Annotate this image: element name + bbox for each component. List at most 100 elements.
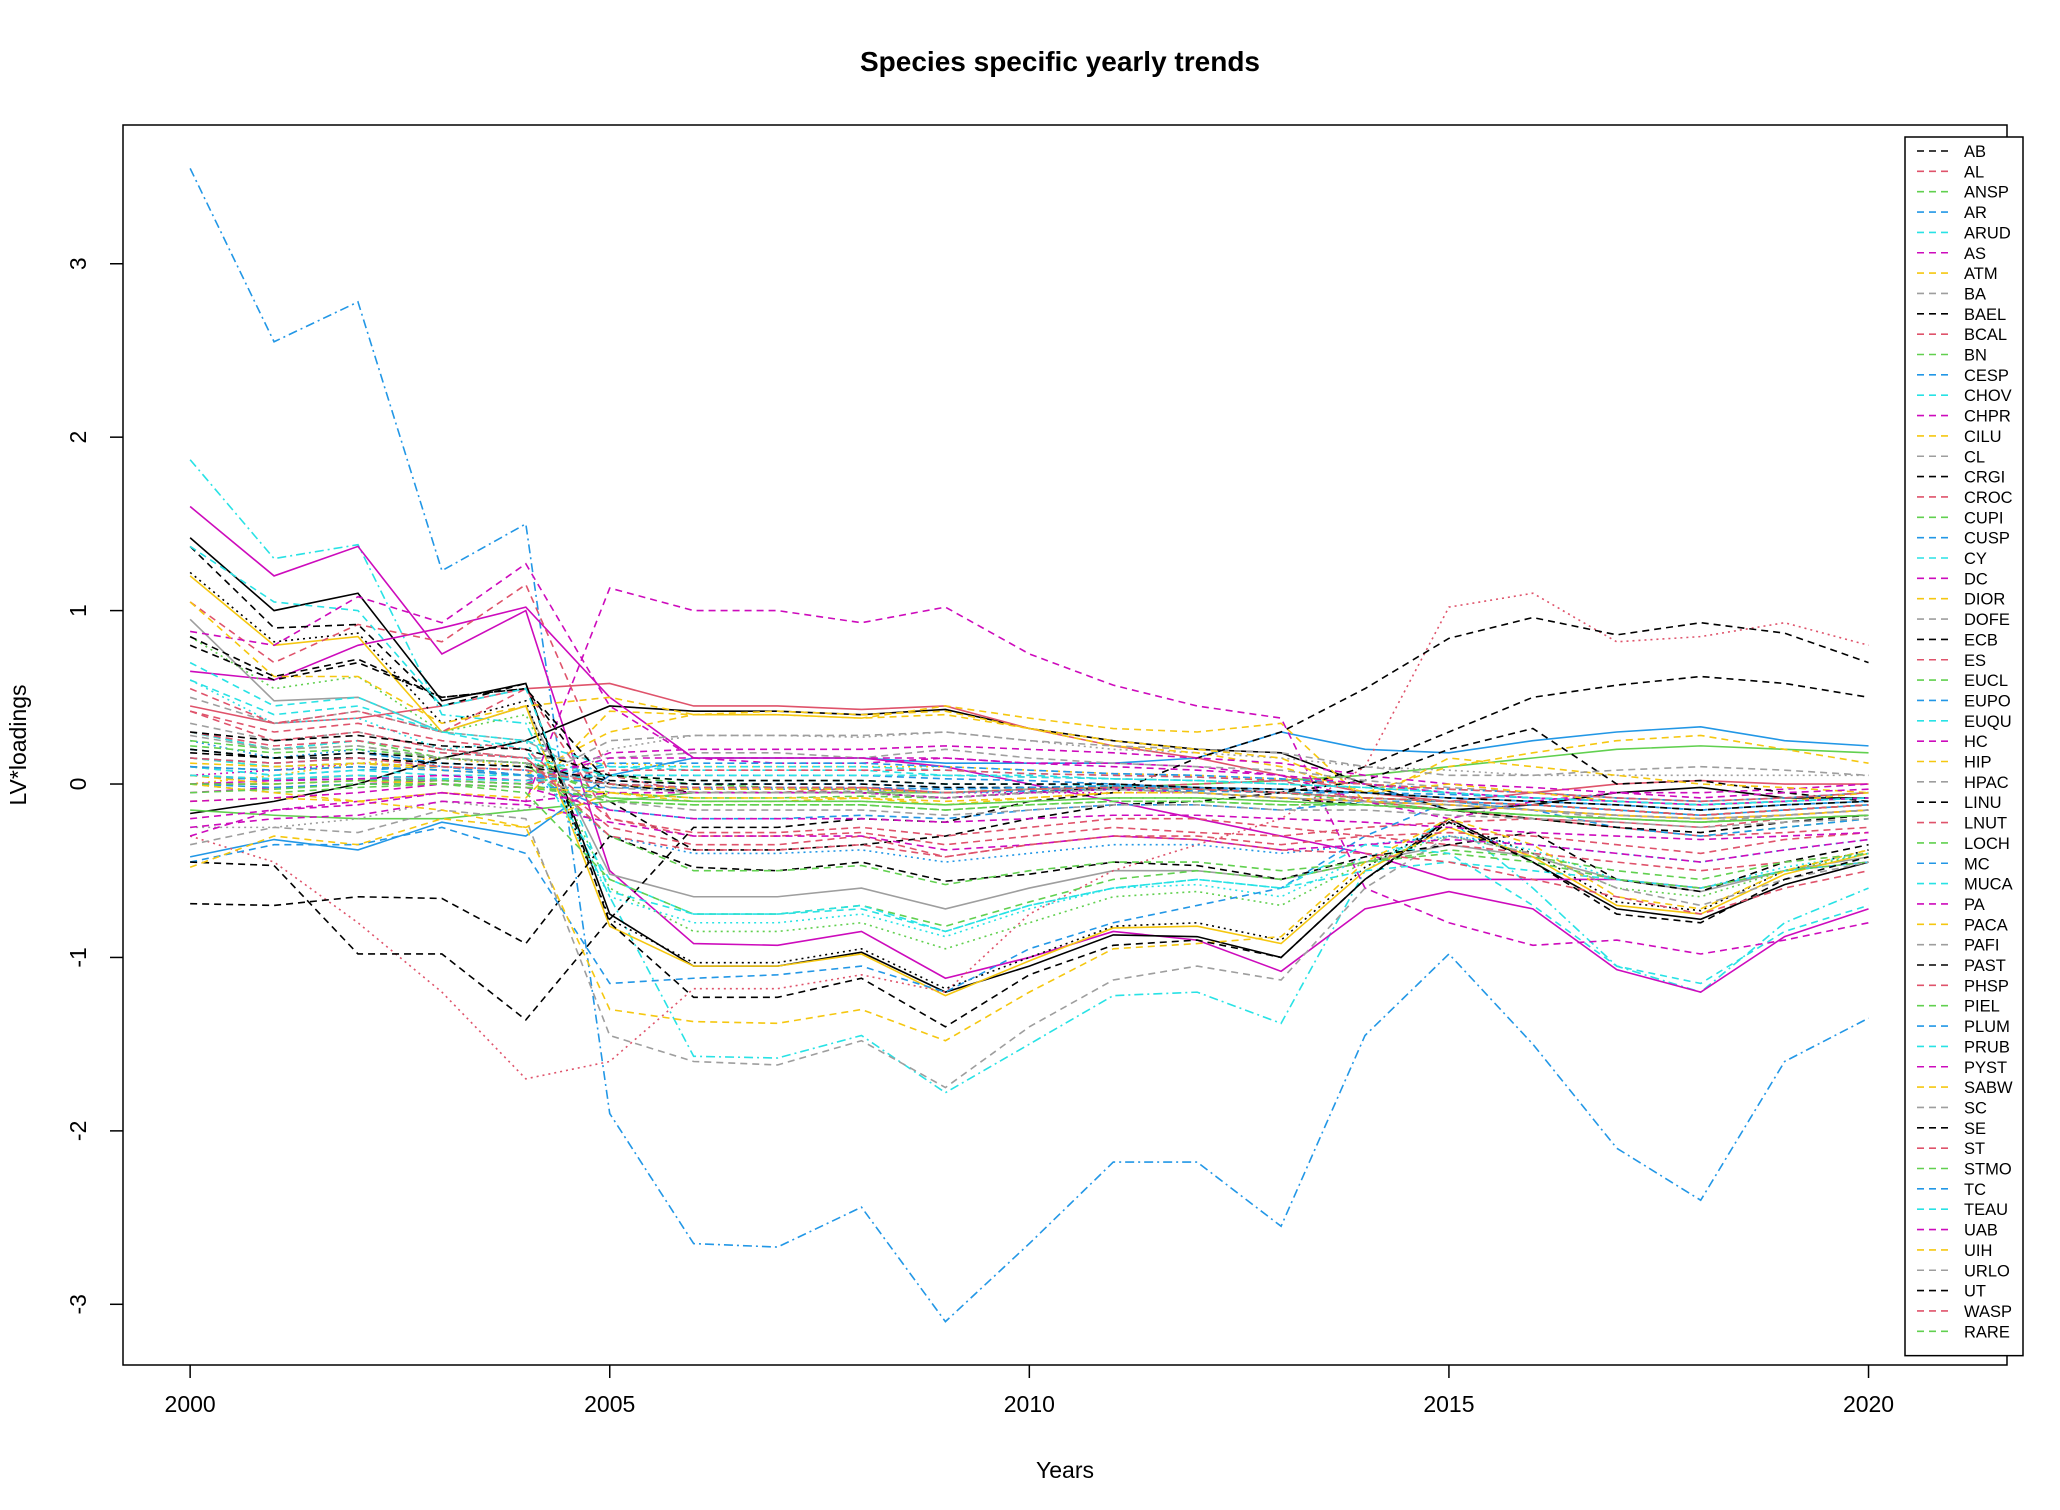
extra-series-line-2 <box>189 505 1869 993</box>
legend-label-plum: PLUM <box>1964 1018 2010 1036</box>
legend-label-hip: HIP <box>1964 754 1992 772</box>
legend-label-dior: DIOR <box>1964 591 2005 609</box>
legend-label-pyst: PYST <box>1964 1059 2007 1077</box>
x-axis-label: Years <box>1036 1457 1094 1483</box>
series-line-urlo <box>190 734 1869 820</box>
legend-label-al: AL <box>1964 163 1984 181</box>
legend-label-hc: HC <box>1964 733 1988 751</box>
extra-series-line-3 <box>189 537 1869 993</box>
series-line-prub <box>189 545 1869 985</box>
legend-label-bael: BAEL <box>1964 306 2006 324</box>
legend-label-chpr: CHPR <box>1964 408 2011 426</box>
y-tick-label-3: 3 <box>65 257 91 270</box>
series-line-eucl <box>190 783 1869 928</box>
legend-label-muca: MUCA <box>1964 876 2013 894</box>
y-tick-label--3: -3 <box>65 1294 91 1314</box>
legend-label-se: SE <box>1964 1120 1986 1138</box>
series-line-muca <box>189 679 1869 806</box>
legend-label-paca: PACA <box>1964 916 2008 934</box>
x-axis: 2000 2005 2010 2015 2020 <box>165 1365 1894 1417</box>
legend-label-ut: UT <box>1964 1283 1986 1301</box>
legend-label-tc: TC <box>1964 1181 1986 1199</box>
chart-title: Species specific yearly trends <box>860 46 1260 77</box>
y-tick-label-2: 2 <box>65 431 91 444</box>
series-line-cupi <box>189 731 1869 889</box>
legend-label-cl: CL <box>1964 448 1985 466</box>
legend-label-croc: CROC <box>1964 489 2013 507</box>
series-line-wasp <box>190 757 1869 817</box>
legend-label-uab: UAB <box>1964 1222 1998 1240</box>
legend-label-past: PAST <box>1964 957 2006 975</box>
legend-label-phsp: PHSP <box>1964 977 2009 995</box>
legend-label-arud: ARUD <box>1964 224 2011 242</box>
legend-label-pafi: PAFI <box>1964 937 1999 955</box>
legend-label-urlo: URLO <box>1964 1262 2010 1280</box>
series-line-hc <box>190 800 1869 863</box>
legend-label-eupo: EUPO <box>1964 692 2011 710</box>
legend-label-piel: PIEL <box>1964 998 2000 1016</box>
series-line-hip <box>189 601 1869 806</box>
legend-label-crgi: CRGI <box>1964 469 2005 487</box>
legend-label-rare: RARE <box>1964 1323 2010 1341</box>
y-tick-label--2: -2 <box>65 1121 91 1141</box>
series-line-stmo <box>190 779 1869 823</box>
x-tick-label-2015: 2015 <box>1423 1391 1474 1417</box>
legend-label-sc: SC <box>1964 1099 1987 1117</box>
y-axis: -3 -2 -1 0 1 2 3 <box>65 257 123 1315</box>
extra-series-line-15 <box>190 731 1869 829</box>
series-line-hpac <box>189 809 1869 1089</box>
series-line-plum <box>190 757 1869 817</box>
extra-series-line-0 <box>189 168 1869 1323</box>
extra-series-line-14 <box>189 679 1869 938</box>
series-line-pa <box>190 757 1869 806</box>
legend-label-ecb: ECB <box>1964 631 1998 649</box>
legend-label-cy: CY <box>1964 550 1987 568</box>
legend-label-cusp: CUSP <box>1964 530 2010 548</box>
legend-label-bcal: BCAL <box>1964 326 2007 344</box>
legend-label-prub: PRUB <box>1964 1038 2010 1056</box>
legend-label-atm: ATM <box>1964 265 1998 283</box>
series-line-rare <box>190 783 1869 823</box>
legend: AB AL ANSP AR ARUD AS ATM BA BAEL BCAL BN CESP CHOV C… <box>1904 136 2024 1357</box>
legend-label-wasp: WASP <box>1964 1303 2012 1321</box>
legend-label-mc: MC <box>1964 855 1990 873</box>
series-line-dofe <box>189 722 1869 803</box>
legend-label-dc: DC <box>1964 570 1988 588</box>
legend-label-uih: UIH <box>1964 1242 1992 1260</box>
legend-label-cilu: CILU <box>1964 428 2002 446</box>
legend-label-teau: TEAU <box>1964 1201 2008 1219</box>
x-tick-label-2010: 2010 <box>1004 1391 1055 1417</box>
series-line-ut <box>190 731 1869 811</box>
series-line-linu <box>189 545 1869 1028</box>
legend-label-st: ST <box>1964 1140 1985 1158</box>
legend-label-pa: PA <box>1964 896 1985 914</box>
series-line-croc <box>189 687 1869 872</box>
legend-label-cesp: CESP <box>1964 367 2009 385</box>
legend-label-stmo: STMO <box>1964 1161 2012 1179</box>
legend-label-ab: AB <box>1964 143 1986 161</box>
legend-label-ansp: ANSP <box>1964 184 2009 202</box>
series-line-teau <box>190 774 1869 806</box>
x-tick-label-2005: 2005 <box>584 1391 635 1417</box>
extra-series-line-10 <box>189 575 1869 997</box>
legend-label-cupi: CUPI <box>1964 509 2003 527</box>
y-axis-label: LV*loadings <box>5 684 31 805</box>
legend-label-linu: LINU <box>1964 794 2002 812</box>
x-tick-label-2000: 2000 <box>165 1391 216 1417</box>
legend-label-as: AS <box>1964 245 1986 263</box>
legend-label-loch: LOCH <box>1964 835 2010 853</box>
legend-box <box>1904 136 2024 1357</box>
series-line-ab <box>190 831 1869 945</box>
series-layer <box>189 168 1869 1323</box>
legend-label-chov: CHOV <box>1964 387 2012 405</box>
legend-label-euqu: EUQU <box>1964 713 2012 731</box>
legend-label-hpac: HPAC <box>1964 774 2009 792</box>
series-line-st <box>190 731 1869 915</box>
series-line-cilu <box>190 705 1869 803</box>
y-tick-label--1: -1 <box>65 947 91 967</box>
legend-label-bn: BN <box>1964 347 1987 365</box>
legend-label-sabw: SABW <box>1964 1079 2013 1097</box>
legend-label-eucl: EUCL <box>1964 672 2008 690</box>
series-line-dior <box>189 817 1869 1042</box>
